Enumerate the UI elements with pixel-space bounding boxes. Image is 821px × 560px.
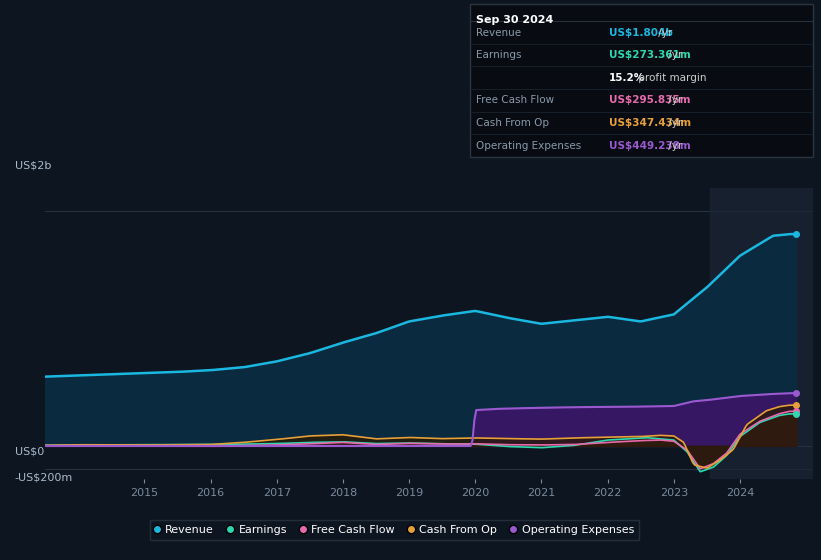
Text: US$0: US$0 xyxy=(15,447,44,457)
Text: 15.2%: 15.2% xyxy=(609,73,645,83)
Text: -US$200m: -US$200m xyxy=(15,472,73,482)
Bar xyxy=(710,188,813,479)
Text: /yr: /yr xyxy=(665,141,682,151)
Text: US$1.804b: US$1.804b xyxy=(609,27,673,38)
Text: US$347.434m: US$347.434m xyxy=(609,118,691,128)
Text: US$449.238m: US$449.238m xyxy=(609,141,691,151)
Text: Revenue: Revenue xyxy=(476,27,521,38)
Text: Operating Expenses: Operating Expenses xyxy=(476,141,581,151)
Text: /yr: /yr xyxy=(665,118,682,128)
Text: US$295.835m: US$295.835m xyxy=(609,95,690,105)
Text: /yr: /yr xyxy=(655,27,672,38)
Text: Free Cash Flow: Free Cash Flow xyxy=(476,95,554,105)
Text: Cash From Op: Cash From Op xyxy=(476,118,549,128)
Text: profit margin: profit margin xyxy=(635,73,706,83)
Legend: Revenue, Earnings, Free Cash Flow, Cash From Op, Operating Expenses: Revenue, Earnings, Free Cash Flow, Cash … xyxy=(149,520,639,540)
Text: US$273.361m: US$273.361m xyxy=(609,50,691,60)
Text: /yr: /yr xyxy=(665,95,682,105)
Text: US$2b: US$2b xyxy=(15,161,51,171)
Text: Earnings: Earnings xyxy=(476,50,521,60)
Text: /yr: /yr xyxy=(665,50,682,60)
Text: Sep 30 2024: Sep 30 2024 xyxy=(476,15,553,25)
